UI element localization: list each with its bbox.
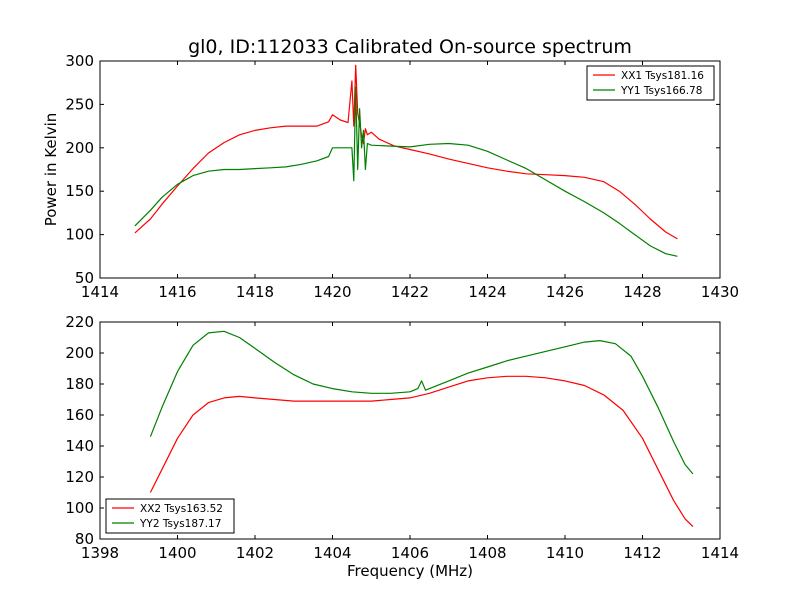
- bottom-spectrum-plot: 1398 1400 1402 1404 1406 1408 1410 1412 1414 80 10…: [65, 313, 739, 580]
- x-tick-label: 1410: [546, 544, 584, 562]
- x-tick-label: 1402: [236, 544, 274, 562]
- x-tick-label: 1406: [391, 544, 429, 562]
- x-tick-label: 1414: [81, 283, 119, 301]
- x-tick-label: 1414: [701, 544, 739, 562]
- y-tick-label: 80: [75, 530, 94, 548]
- series-line-xx2: [149, 375, 694, 528]
- x-tick-label: 1412: [623, 544, 661, 562]
- x-tick-label: 1420: [313, 283, 351, 301]
- y-tick-label: 250: [65, 95, 94, 113]
- y-tick-label: 220: [65, 313, 94, 331]
- x-tick-label: 1428: [623, 283, 661, 301]
- legend: XX2 Tsys163.52 YY2 Tsys187.17: [105, 498, 235, 534]
- y-tick-label: 200: [65, 139, 94, 157]
- legend: XX1 Tsys181.16 YY1 Tsys166.78: [586, 65, 715, 101]
- legend-label-xx1: XX1 Tsys181.16: [621, 70, 704, 82]
- y-tick-label: 100: [65, 499, 94, 517]
- legend-box: [586, 65, 715, 101]
- x-tick-label: 1418: [236, 283, 274, 301]
- y-tick-label: 100: [65, 226, 94, 244]
- series-line-yy1: [134, 86, 678, 257]
- y-tick-label: 200: [65, 344, 94, 362]
- top-spectrum-plot: 1414 1416 1418 1420 1422 1424 1426 1428 1430 50 10…: [42, 36, 739, 301]
- y-tick-label: 120: [65, 468, 94, 486]
- x-tick-label: 1424: [468, 283, 506, 301]
- legend-label-xx2: XX2 Tsys163.52: [140, 503, 223, 515]
- y-axis-label: Power in Kelvin: [42, 113, 60, 227]
- series-line-xx1: [134, 64, 678, 240]
- x-tick-label: 1408: [468, 544, 506, 562]
- y-tick-label: 180: [65, 375, 94, 393]
- y-tick-label: 300: [65, 52, 94, 70]
- legend-label-yy2: YY2 Tsys187.17: [139, 518, 221, 530]
- y-tick-label: 50: [75, 269, 94, 287]
- y-tick-label: 140: [65, 437, 94, 455]
- x-tick-label: 1422: [391, 283, 429, 301]
- y-tick-label: 150: [65, 182, 94, 200]
- x-tick-label: 1400: [158, 544, 196, 562]
- x-axis-label: Frequency (MHz): [347, 562, 473, 580]
- series-line-yy2: [149, 330, 694, 475]
- x-tick-label: 1426: [546, 283, 584, 301]
- y-tick-label: 160: [65, 406, 94, 424]
- x-tick-label: 1416: [158, 283, 196, 301]
- legend-box: [105, 498, 235, 534]
- x-tick-label: 1398: [81, 544, 119, 562]
- x-tick-label: 1430: [701, 283, 739, 301]
- legend-label-yy1: YY1 Tsys166.78: [620, 85, 702, 97]
- chart-title: gl0, ID:112033 Calibrated On-source spec…: [188, 36, 632, 58]
- x-tick-label: 1404: [313, 544, 351, 562]
